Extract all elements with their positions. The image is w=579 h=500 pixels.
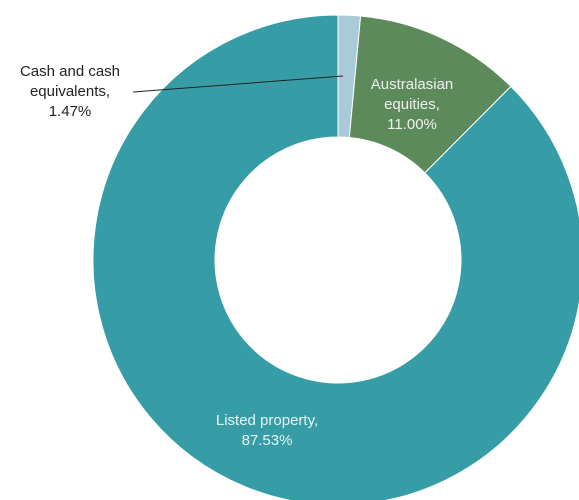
slice-group xyxy=(92,14,579,500)
slice-label-line: 1.47% xyxy=(49,103,92,120)
slice-listed-property xyxy=(92,14,579,500)
label-group: Cash and cash equivalents, 1.47% Australasi… xyxy=(20,63,453,449)
slice-label-cash-and-cash-equivalents: Cash and cash equivalents, 1.47% xyxy=(20,63,120,120)
leader-line-cash-and-cash-equivalents xyxy=(132,75,344,93)
slice-label-line: Australasian xyxy=(371,76,454,93)
slice-label-line: Cash and cash xyxy=(20,63,120,80)
slice-label-listed-property: Listed property, 87.53% xyxy=(216,412,318,449)
leader-line-group xyxy=(132,75,344,93)
slice-label-line: 87.53% xyxy=(242,432,293,449)
slice-label-line: equivalents, xyxy=(30,83,110,100)
slice-label-line: 11.00% xyxy=(387,116,437,133)
slice-label-line: equities, xyxy=(384,96,440,113)
slice-label-line: Listed property, xyxy=(216,412,318,429)
slice-label-australasian-equities: Australasian equities, 11.00% xyxy=(371,76,454,133)
